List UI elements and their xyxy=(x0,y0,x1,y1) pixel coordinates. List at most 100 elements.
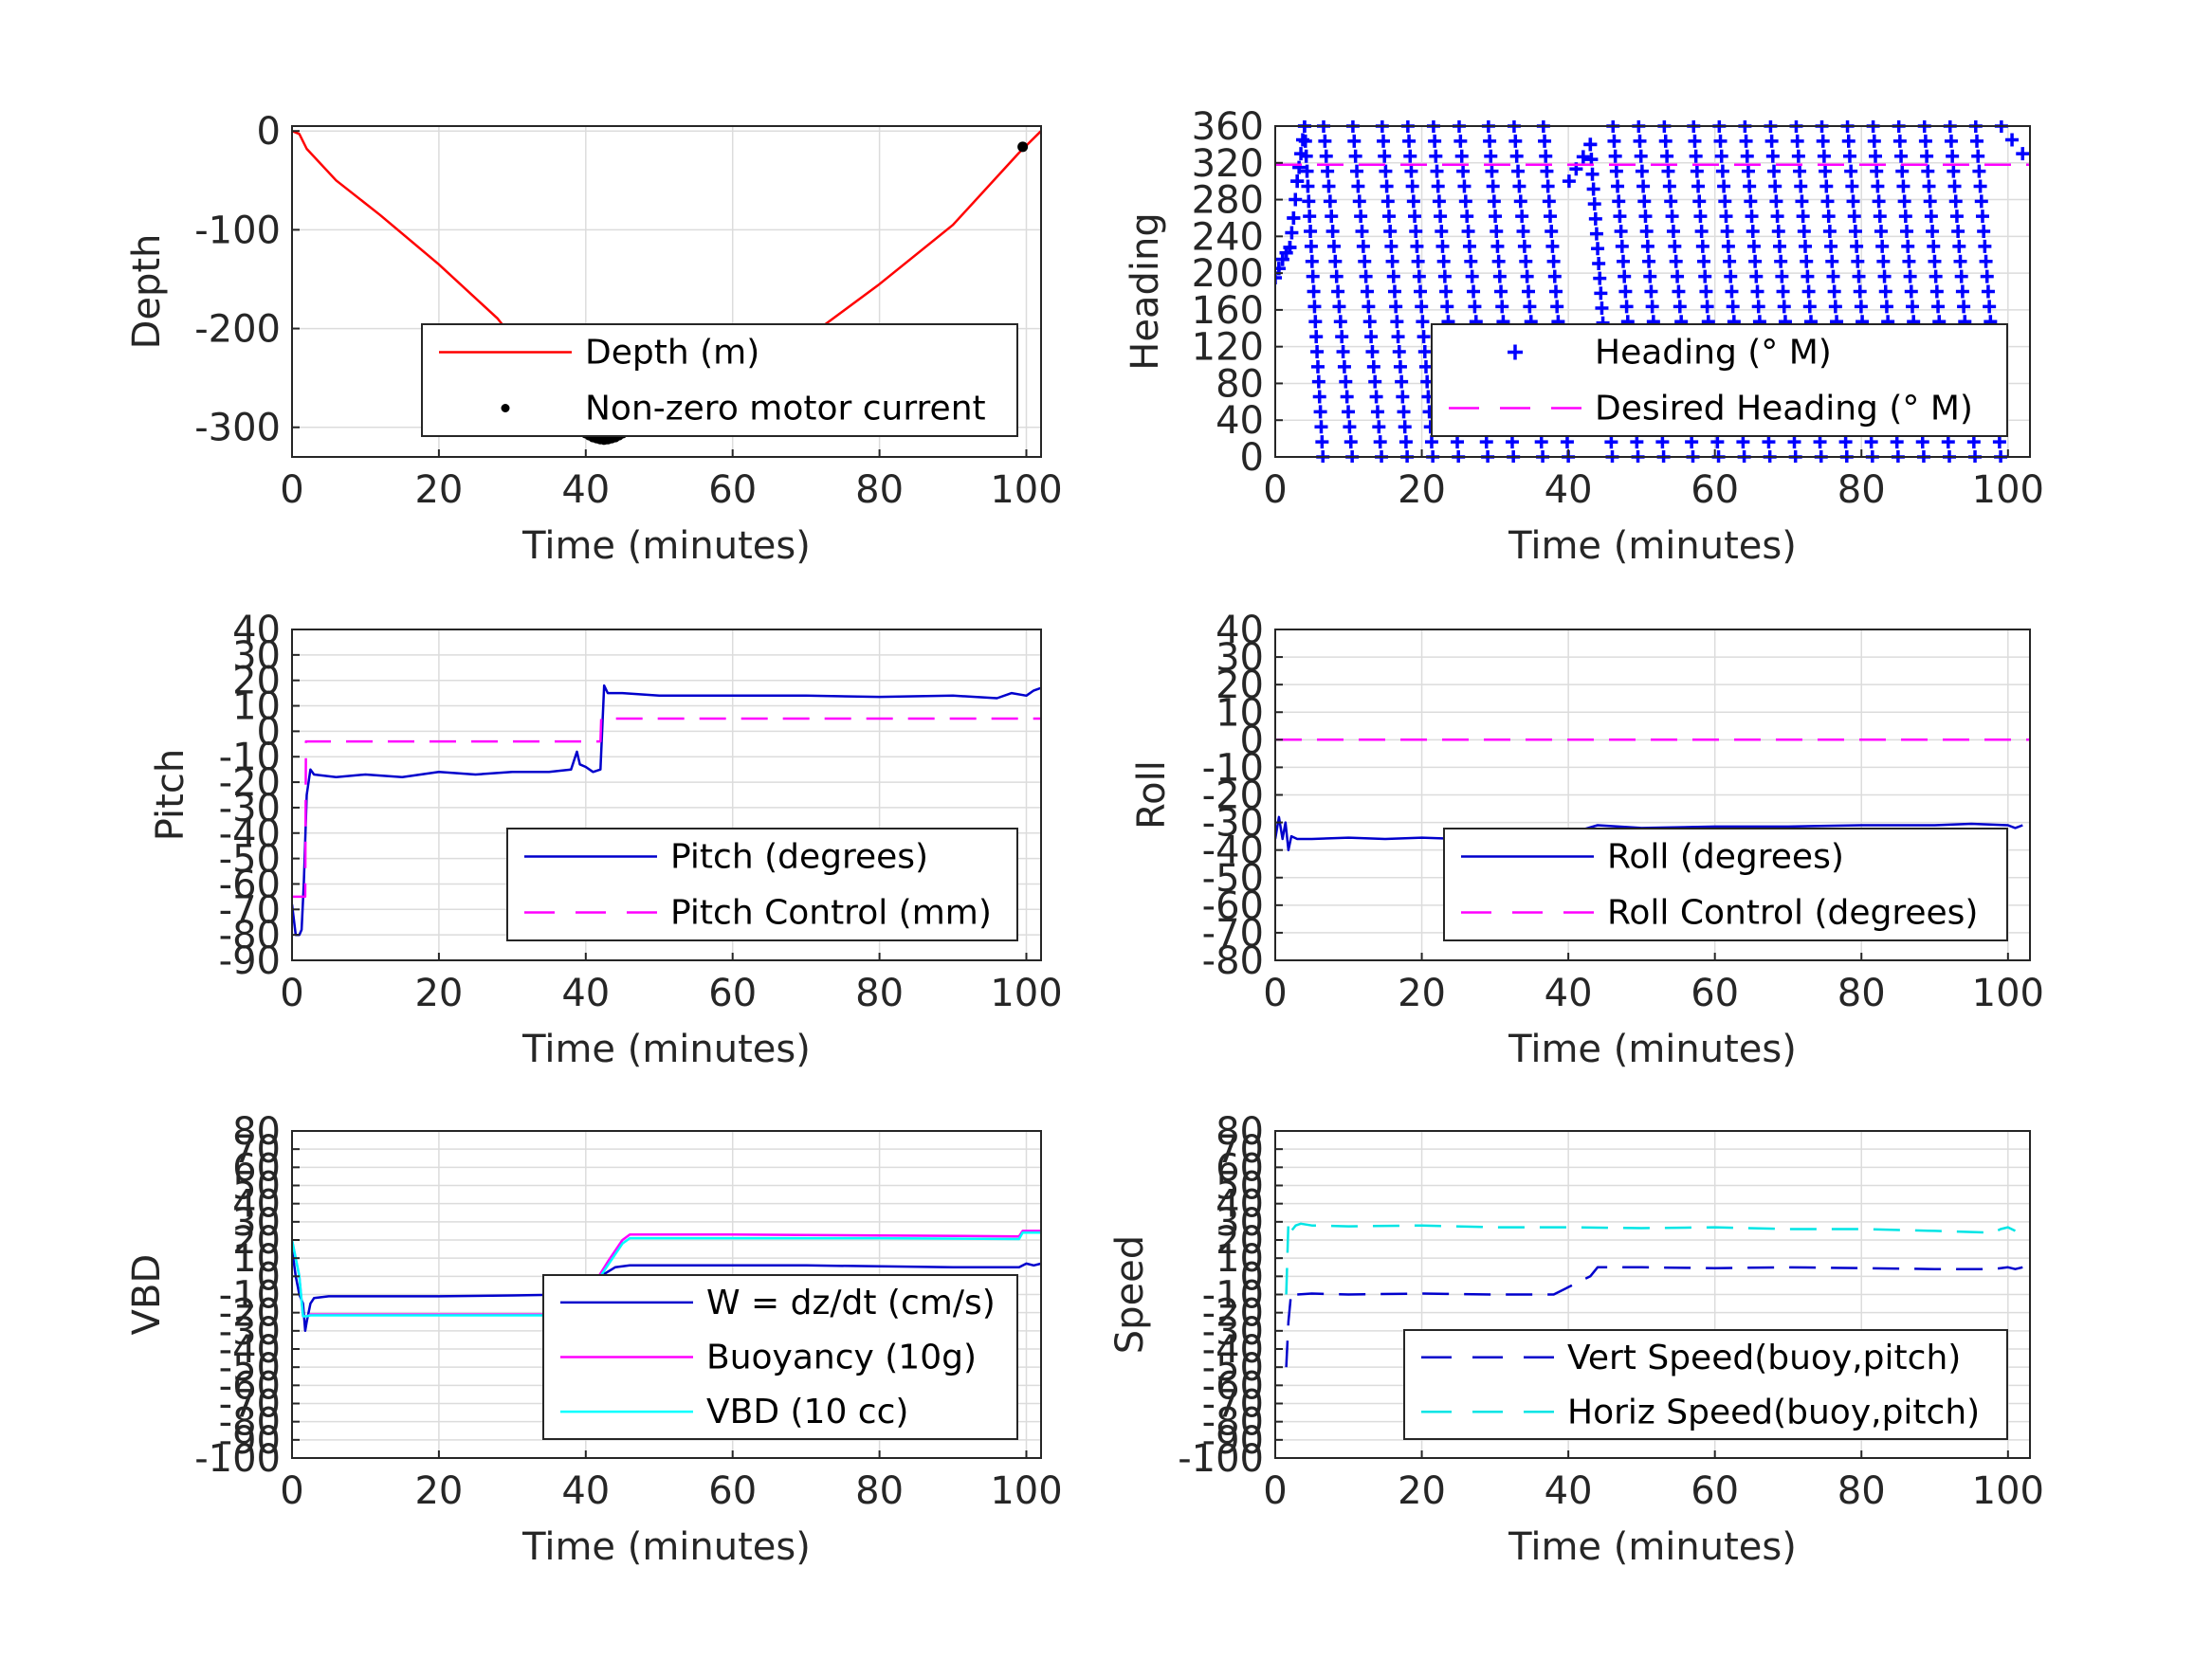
series-heading-0-marker xyxy=(1403,149,1417,163)
series-heading-0-marker xyxy=(1301,179,1315,193)
series-heading-0-marker xyxy=(1396,390,1410,404)
series-heading-0-marker xyxy=(1326,239,1341,253)
x-tick-label: 40 xyxy=(561,468,610,512)
y-tick-label: 0 xyxy=(1240,436,1264,480)
y-tick-label: 70 xyxy=(1216,1128,1264,1172)
series-heading-0-marker xyxy=(1372,420,1386,434)
y-tick-label: 30 xyxy=(1216,1201,1264,1245)
y-tick-label: -70 xyxy=(1202,1383,1264,1427)
series-heading-0-marker xyxy=(1797,225,1811,239)
series-heading-0-marker xyxy=(1929,269,1943,283)
series-heading-0-marker xyxy=(1635,164,1649,178)
series-heading-0-marker xyxy=(1495,300,1509,314)
legend-label: Vert Speed(buoy,pitch) xyxy=(1567,1339,1961,1377)
y-axis-label: Roll xyxy=(1130,760,1174,830)
series-heading-0-marker xyxy=(1745,210,1759,224)
series-heading-0-marker xyxy=(1689,149,1703,163)
x-tick-label: 80 xyxy=(1837,1469,1886,1513)
series-heading-0-marker xyxy=(1593,271,1607,285)
series-heading-0-marker xyxy=(1715,164,1729,178)
series-heading-0-marker xyxy=(1743,179,1757,193)
legend-marker xyxy=(501,404,510,412)
series-heading-0-marker xyxy=(1310,359,1325,374)
series-heading-0-marker xyxy=(1841,134,1856,148)
series-heading-0-marker xyxy=(1358,254,1372,268)
x-tick-label: 60 xyxy=(708,972,757,1015)
series-heading-0-marker xyxy=(1740,149,1754,163)
series-heading-0-marker xyxy=(1591,242,1605,256)
y-tick-label: 80 xyxy=(1216,1110,1264,1154)
series-heading-0-marker xyxy=(1340,390,1354,404)
y-tick-label: 200 xyxy=(1192,252,1264,296)
series-heading-0-marker xyxy=(1974,194,1988,209)
y-tick-label: 120 xyxy=(1192,326,1264,370)
series-heading-0-marker xyxy=(1795,194,1809,209)
legend-label: Buoyancy (10g) xyxy=(706,1339,977,1377)
series-heading-0-marker xyxy=(1751,300,1765,314)
y-tick-label: 10 xyxy=(232,1237,281,1281)
y-tick-label: -60 xyxy=(219,863,281,906)
series-heading-0-marker xyxy=(1517,239,1531,253)
y-tick-label: -10 xyxy=(1202,1274,1264,1318)
series-heading-0-marker xyxy=(1662,179,1676,193)
y-tick-label: 60 xyxy=(232,1146,281,1190)
x-tick-label: 20 xyxy=(1398,468,1446,512)
series-heading-0-marker xyxy=(1347,134,1362,148)
series-heading-0-marker xyxy=(1432,194,1446,209)
y-tick-label: 10 xyxy=(1216,1237,1264,1281)
series-heading-0-marker xyxy=(1283,240,1297,254)
series-heading-0-marker xyxy=(1491,254,1506,268)
series-heading-0-marker xyxy=(1380,194,1395,209)
series-heading-0-marker xyxy=(1311,374,1325,389)
series-heading-0-marker xyxy=(1404,164,1418,178)
series-heading-0-marker xyxy=(1819,164,1833,178)
series-heading-0-marker xyxy=(1890,435,1904,449)
series-heading-0-marker xyxy=(1275,270,1282,284)
series-heading-0-marker xyxy=(1331,284,1345,299)
series-heading-0-marker xyxy=(1894,149,1909,163)
legend: Heading (° M) Desired Heading (° M) xyxy=(1431,323,2008,437)
series-heading-0-marker xyxy=(1380,179,1394,193)
series-depth-1-point xyxy=(1017,141,1029,153)
y-tick-label: -50 xyxy=(219,1346,281,1390)
series-heading-0-marker xyxy=(1305,254,1319,268)
series-heading-0-marker xyxy=(1453,134,1468,148)
series-heading-0-marker xyxy=(1390,315,1404,329)
series-heading-0-marker xyxy=(1344,435,1358,449)
series-heading-0-marker xyxy=(1710,435,1725,449)
y-tick-label: 160 xyxy=(1192,289,1264,333)
series-heading-0-marker xyxy=(1750,284,1764,299)
series-heading-0-marker xyxy=(1931,300,1946,314)
y-axis-label: Heading xyxy=(1124,212,1167,370)
series-heading-0-marker xyxy=(1519,254,1533,268)
y-tick-label: 80 xyxy=(1216,362,1264,406)
series-heading-0-marker xyxy=(1328,254,1343,268)
series-heading-0-marker xyxy=(1903,269,1917,283)
series-heading-0-marker xyxy=(1842,149,1856,163)
series-heading-0-marker xyxy=(1483,134,1497,148)
x-tick-label: 0 xyxy=(1263,972,1287,1015)
series-heading-0-marker xyxy=(1440,300,1454,314)
x-axis-label: Time (minutes) xyxy=(521,1028,811,1071)
series-heading-0-marker xyxy=(1576,150,1590,164)
series-heading-0-marker xyxy=(1365,344,1380,358)
series-heading-0-marker xyxy=(1513,194,1527,209)
legend-marker xyxy=(1508,344,1523,360)
series-heading-0-marker xyxy=(1402,134,1417,148)
series-heading-0-marker xyxy=(1660,149,1674,163)
series-heading-0-marker xyxy=(1848,225,1862,239)
series-heading-0-marker xyxy=(1417,344,1432,358)
legend-label: Depth (m) xyxy=(585,334,759,373)
series-heading-0-marker xyxy=(1318,134,1332,148)
y-tick-label: -100 xyxy=(194,209,281,252)
series-heading-0-marker xyxy=(1672,284,1686,299)
series-heading-0-marker xyxy=(1323,194,1337,209)
series-heading-0-marker xyxy=(1520,269,1534,283)
y-axis-label: Depth xyxy=(125,234,169,350)
y-tick-label: 70 xyxy=(232,1128,281,1172)
y-tick-label: 240 xyxy=(1192,215,1264,259)
series-heading-0-marker xyxy=(1428,134,1442,148)
x-tick-label: 60 xyxy=(1691,972,1739,1015)
series-heading-0-marker xyxy=(1669,254,1683,268)
legend: Pitch (degrees) Pitch Control (mm) xyxy=(506,828,1018,941)
